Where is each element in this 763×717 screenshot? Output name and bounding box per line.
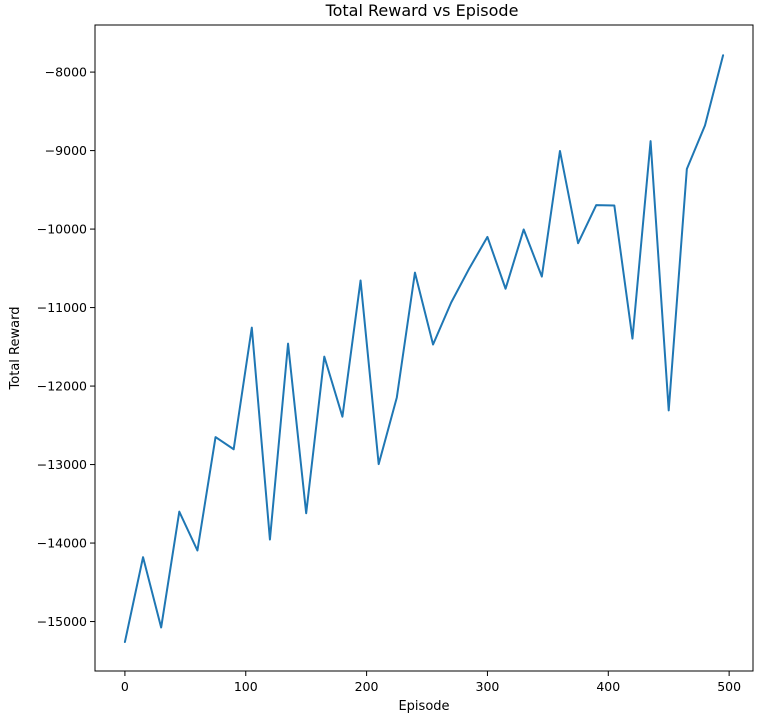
x-tick-label: 0 bbox=[121, 679, 129, 694]
y-tick-label: −13000 bbox=[37, 457, 87, 472]
plot-area-frame bbox=[94, 24, 754, 672]
y-tick-label: −10000 bbox=[37, 222, 87, 237]
x-tick-label: 500 bbox=[717, 679, 741, 694]
x-axis-label: Episode bbox=[398, 699, 449, 714]
chart-title: Total Reward vs Episode bbox=[325, 1, 519, 20]
x-tick-label: 400 bbox=[596, 679, 620, 694]
x-tick-label: 100 bbox=[234, 679, 258, 694]
series-line bbox=[123, 54, 725, 643]
y-tick-label: −14000 bbox=[37, 536, 87, 551]
y-tick-label: −12000 bbox=[37, 379, 87, 394]
y-tick-label: −15000 bbox=[37, 614, 87, 629]
y-tick-label: −8000 bbox=[45, 65, 87, 80]
x-tick-label: 300 bbox=[476, 679, 500, 694]
x-tick-label: 200 bbox=[355, 679, 379, 694]
y-tick-label: −11000 bbox=[37, 300, 87, 315]
x-axis: 0 100 200 300 400 500 bbox=[121, 671, 741, 694]
y-axis-label: Total Reward bbox=[8, 307, 23, 391]
y-axis: −15000 −14000 −13000 −12000 −11000 −10000 −900… bbox=[37, 65, 95, 629]
y-tick-label: −9000 bbox=[45, 143, 87, 158]
